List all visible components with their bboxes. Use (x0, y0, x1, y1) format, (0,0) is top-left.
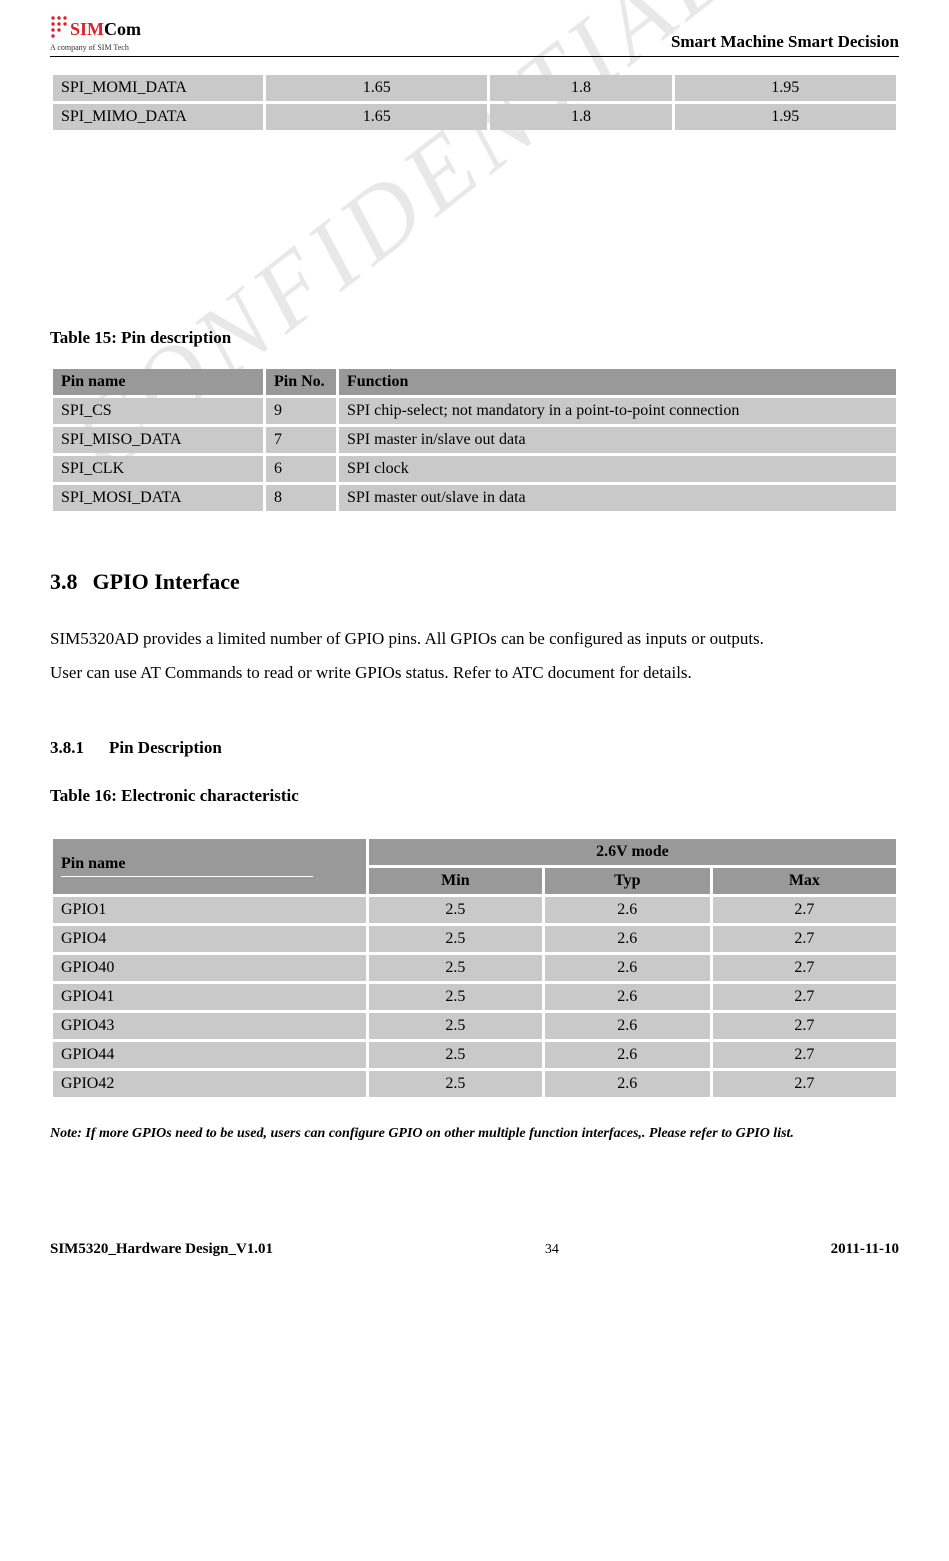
page-header: SIMCom A company of SIM Tech Smart Machi… (50, 15, 899, 57)
header-pinname: Pin name (53, 369, 263, 395)
logo: SIMCom A company of SIM Tech (50, 15, 141, 52)
cell-max: 2.7 (713, 897, 896, 923)
cell-pinname: GPIO43 (53, 1013, 366, 1039)
cell-function: SPI master out/slave in data (339, 485, 896, 511)
cell-pinname: GPIO4 (53, 926, 366, 952)
footer-page-number: 34 (545, 1242, 559, 1258)
subsection-num: 3.8.1 (50, 738, 84, 757)
header-right-text: Smart Machine Smart Decision (671, 32, 899, 52)
cell-value: 1.95 (675, 104, 896, 130)
section-num: 3.8 (50, 569, 78, 594)
cell-pinname: SPI_MISO_DATA (53, 427, 263, 453)
cell-min: 2.5 (369, 926, 542, 952)
table-row: GPIO4 2.5 2.6 2.7 (53, 926, 896, 952)
table-row: SPI_CS 9 SPI chip-select; not mandatory … (53, 398, 896, 424)
cell-value: 1.95 (675, 75, 896, 101)
table-row: GPIO1 2.5 2.6 2.7 (53, 897, 896, 923)
cell-min: 2.5 (369, 1013, 542, 1039)
table15-caption: Table 15: Pin description (50, 328, 899, 348)
cell-max: 2.7 (713, 1042, 896, 1068)
cell-min: 2.5 (369, 984, 542, 1010)
cell-pinno: 6 (266, 456, 336, 482)
table-row: SPI_MIMO_DATA 1.65 1.8 1.95 (53, 104, 896, 130)
header-mode: 2.6V mode (369, 839, 896, 865)
cell-pinname: SPI_MIMO_DATA (53, 104, 263, 130)
table-row: GPIO42 2.5 2.6 2.7 (53, 1071, 896, 1097)
spi-voltage-table: SPI_MOMI_DATA 1.65 1.8 1.95 SPI_MIMO_DAT… (50, 72, 899, 133)
cell-pinname: GPIO41 (53, 984, 366, 1010)
cell-max: 2.7 (713, 984, 896, 1010)
header-min: Min (369, 868, 542, 894)
logo-dots-icon (50, 15, 68, 43)
logo-text: SIMCom (70, 20, 141, 38)
cell-typ: 2.6 (545, 897, 710, 923)
cell-typ: 2.6 (545, 955, 710, 981)
section-title: GPIO Interface (93, 569, 240, 594)
logo-subtitle: A company of SIM Tech (50, 44, 141, 52)
table-row: SPI_MISO_DATA 7 SPI master in/slave out … (53, 427, 896, 453)
table16-caption: Table 16: Electronic characteristic (50, 786, 899, 806)
table-row: SPI_CLK 6 SPI clock (53, 456, 896, 482)
cell-typ: 2.6 (545, 926, 710, 952)
table-row: GPIO41 2.5 2.6 2.7 (53, 984, 896, 1010)
table-row: GPIO44 2.5 2.6 2.7 (53, 1042, 896, 1068)
subsection-3-8-1-heading: 3.8.1 Pin Description (50, 738, 899, 758)
cell-min: 2.5 (369, 897, 542, 923)
footer-doc-title: SIM5320_Hardware Design_V1.01 (50, 1241, 273, 1258)
cell-max: 2.7 (713, 1071, 896, 1097)
header-function: Function (339, 369, 896, 395)
cell-pinname: SPI_CS (53, 398, 263, 424)
note-text: Note: If more GPIOs need to be used, use… (50, 1122, 899, 1147)
cell-pinname: GPIO40 (53, 955, 366, 981)
logo-com: Com (104, 19, 141, 39)
cell-value: 1.8 (490, 104, 671, 130)
electronic-characteristic-table: Pin name 2.6V mode Min Typ Max GPIO1 2.5… (50, 836, 899, 1100)
table-row: GPIO43 2.5 2.6 2.7 (53, 1013, 896, 1039)
logo-sim: SIM (70, 19, 104, 39)
header-max: Max (713, 868, 896, 894)
cell-pinname: SPI_CLK (53, 456, 263, 482)
cell-typ: 2.6 (545, 984, 710, 1010)
cell-min: 2.5 (369, 1071, 542, 1097)
header-typ: Typ (545, 868, 710, 894)
cell-function: SPI master in/slave out data (339, 427, 896, 453)
table-row: SPI_MOMI_DATA 1.65 1.8 1.95 (53, 75, 896, 101)
cell-function: SPI chip-select; not mandatory in a poin… (339, 398, 896, 424)
cell-typ: 2.6 (545, 1042, 710, 1068)
table-header-row: Pin name 2.6V mode (53, 839, 896, 865)
cell-pinno: 8 (266, 485, 336, 511)
table-row: GPIO40 2.5 2.6 2.7 (53, 955, 896, 981)
cell-max: 2.7 (713, 1013, 896, 1039)
table-header-row: Pin name Pin No. Function (53, 369, 896, 395)
cell-pinname: GPIO42 (53, 1071, 366, 1097)
cell-min: 2.5 (369, 955, 542, 981)
body-paragraph: SIM5320AD provides a limited number of G… (50, 625, 899, 654)
section-3-8-heading: 3.8 GPIO Interface (50, 569, 899, 595)
cell-max: 2.7 (713, 926, 896, 952)
footer-date: 2011-11-10 (831, 1241, 899, 1258)
table-row: SPI_MOSI_DATA 8 SPI master out/slave in … (53, 485, 896, 511)
subsection-title: Pin Description (109, 738, 222, 757)
cell-pinname: SPI_MOMI_DATA (53, 75, 263, 101)
cell-pinname: SPI_MOSI_DATA (53, 485, 263, 511)
cell-pinno: 9 (266, 398, 336, 424)
cell-typ: 2.6 (545, 1071, 710, 1097)
header-pinno: Pin No. (266, 369, 336, 395)
cell-value: 1.65 (266, 104, 487, 130)
page-footer: SIM5320_Hardware Design_V1.01 34 2011-11… (50, 1241, 899, 1258)
cell-typ: 2.6 (545, 1013, 710, 1039)
body-paragraph: User can use AT Commands to read or writ… (50, 659, 899, 688)
cell-pinname: GPIO1 (53, 897, 366, 923)
pin-description-table: Pin name Pin No. Function SPI_CS 9 SPI c… (50, 366, 899, 514)
cell-min: 2.5 (369, 1042, 542, 1068)
header-pinname: Pin name (53, 839, 366, 894)
cell-max: 2.7 (713, 955, 896, 981)
cell-value: 1.65 (266, 75, 487, 101)
cell-value: 1.8 (490, 75, 671, 101)
cell-pinno: 7 (266, 427, 336, 453)
cell-pinname: GPIO44 (53, 1042, 366, 1068)
cell-function: SPI clock (339, 456, 896, 482)
